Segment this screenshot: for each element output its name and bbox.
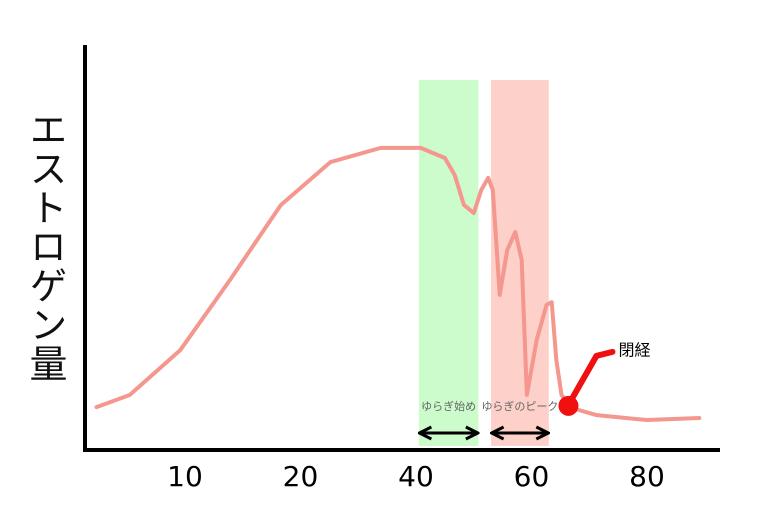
span-label: ゆらぎのピーク [481,399,558,413]
marker-pointer [569,348,616,401]
span [418,80,479,446]
span-label: ゆらぎ始め [421,399,476,413]
marker-label: 閉経 [618,340,650,359]
marker-point [558,395,579,416]
y-axis-label: エストロゲン量 [23,110,67,383]
x-tick-label: 40 [398,460,434,493]
x-tick-label: 20 [283,460,319,493]
line [94,145,702,423]
x-tick-label: 60 [514,460,550,493]
x-tick-label: 80 [629,460,665,493]
x-tick-label: 10 [167,460,203,493]
